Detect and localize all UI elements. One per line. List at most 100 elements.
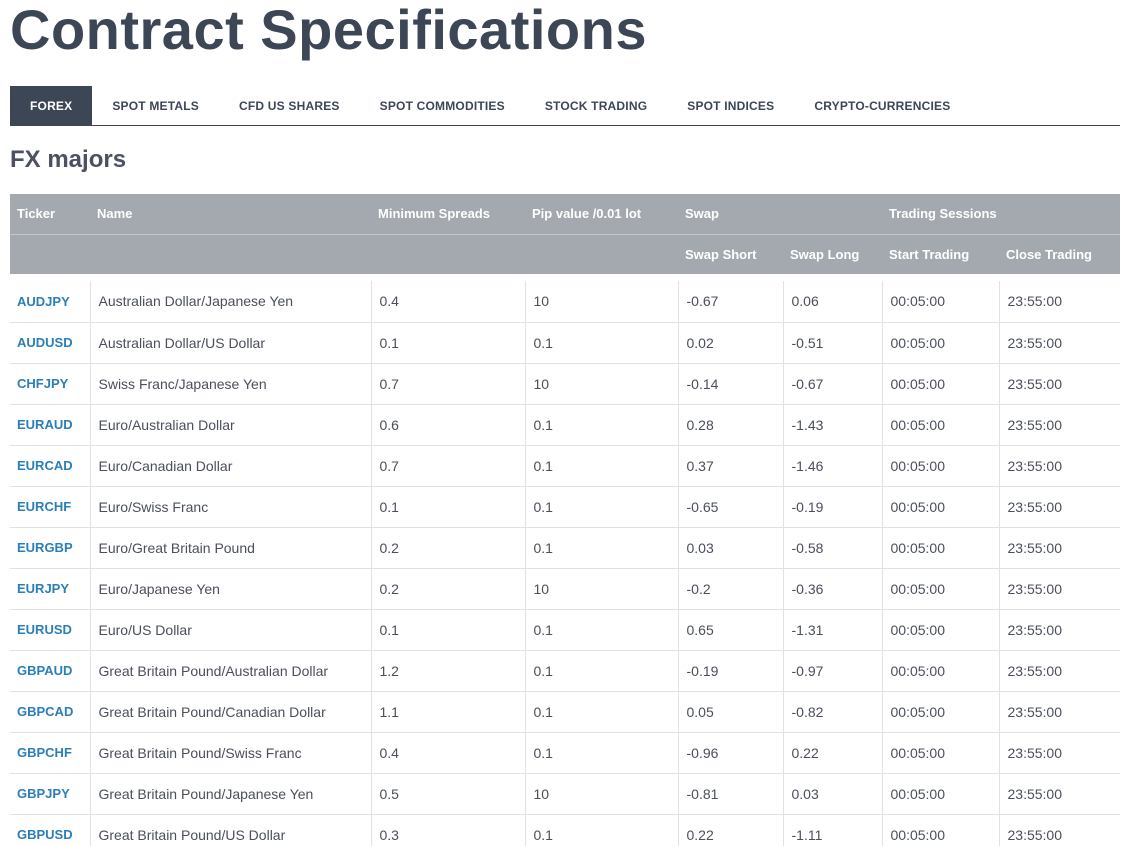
pip-value-cell: 0.1 [525,650,679,692]
ticker-link[interactable]: GBPJPY [10,773,91,815]
ticker-link[interactable]: EURUSD [10,609,91,651]
name-cell: Euro/Canadian Dollar [90,445,372,487]
name-cell: Great Britain Pound/Swiss Franc [90,732,372,774]
pip-value-cell: 0.1 [525,322,679,364]
name-cell: Australian Dollar/US Dollar [90,322,372,364]
close-trading-cell: 23:55:00 [999,732,1120,774]
tab-spot-commodities[interactable]: SPOT COMMODITIES [379,98,505,113]
table-row: AUDJPY Australian Dollar/Japanese Yen 0.4 1… [10,281,1120,323]
tab-spot-indices[interactable]: SPOT INDICES [687,98,775,113]
swap-long-cell: -0.19 [783,486,883,528]
ticker-link[interactable]: GBPUSD [10,814,91,846]
swap-long-cell: -0.82 [783,691,883,733]
swap-short-cell: -0.2 [678,568,784,610]
pip-value-cell: 0.1 [525,445,679,487]
ticker-link[interactable]: AUDUSD [10,322,91,364]
ticker-link[interactable]: CHFJPY [10,363,91,405]
min-spread-cell: 0.7 [371,445,526,487]
close-trading-cell: 23:55:00 [999,363,1120,405]
swap-long-cell: -0.51 [783,322,883,364]
close-trading-cell: 23:55:00 [999,650,1120,692]
header-trading-sessions: Trading Sessions [882,194,1120,235]
close-trading-cell: 23:55:00 [999,486,1120,528]
ticker-link[interactable]: EURAUD [10,404,91,446]
start-trading-cell: 00:05:00 [882,773,1000,815]
swap-short-cell: -0.67 [678,281,784,323]
name-cell: Australian Dollar/Japanese Yen [90,281,372,323]
table-row: CHFJPY Swiss Franc/Japanese Yen 0.7 10 -0.14… [10,363,1120,405]
name-cell: Great Britain Pound/Japanese Yen [90,773,372,815]
ticker-link[interactable]: GBPAUD [10,650,91,692]
contract-specs-table: Ticker Name Minimum Spreads Pip value /0… [10,194,1120,846]
min-spread-cell: 0.5 [371,773,526,815]
name-cell: Euro/Great Britain Pound [90,527,372,569]
tab-stock-trading[interactable]: STOCK TRADING [544,98,648,113]
min-spread-cell: 0.1 [371,609,526,651]
pip-value-cell: 0.1 [525,486,679,528]
header-name: Name [90,194,371,235]
min-spread-cell: 0.3 [371,814,526,846]
min-spread-cell: 0.1 [371,322,526,364]
close-trading-cell: 23:55:00 [999,527,1120,569]
start-trading-cell: 00:05:00 [882,486,1000,528]
close-trading-cell: 23:55:00 [999,404,1120,446]
section-title: FX majors [10,146,127,173]
swap-short-cell: -0.65 [678,486,784,528]
start-trading-cell: 00:05:00 [882,691,1000,733]
start-trading-cell: 00:05:00 [882,363,1000,405]
tab-cfd-us-shares[interactable]: CFD US SHARES [239,98,340,113]
swap-long-cell: 0.22 [783,732,883,774]
table-row: EURJPY Euro/Japanese Yen 0.2 10 -0.2 -0.36 00:… [10,568,1120,610]
pip-value-cell: 10 [525,363,679,405]
min-spread-cell: 0.6 [371,404,526,446]
swap-short-cell: 0.28 [678,404,784,446]
ticker-link[interactable]: GBPCHF [10,732,91,774]
header-swap-long: Swap Long [783,234,882,274]
close-trading-cell: 23:55:00 [999,814,1120,846]
close-trading-cell: 23:55:00 [999,322,1120,364]
swap-short-cell: 0.22 [678,814,784,846]
name-cell: Great Britain Pound/Australian Dollar [90,650,372,692]
swap-short-cell: 0.05 [678,691,784,733]
pip-value-cell: 10 [525,773,679,815]
ticker-link[interactable]: EURCHF [10,486,91,528]
min-spread-cell: 0.2 [371,527,526,569]
min-spread-cell: 0.4 [371,732,526,774]
swap-long-cell: -0.67 [783,363,883,405]
table-row: EURAUD Euro/Australian Dollar 0.6 0.1 0.28 -1… [10,404,1120,446]
ticker-link[interactable]: EURJPY [10,568,91,610]
swap-short-cell: -0.81 [678,773,784,815]
min-spread-cell: 1.2 [371,650,526,692]
min-spread-cell: 1.1 [371,691,526,733]
ticker-link[interactable]: EURCAD [10,445,91,487]
min-spread-cell: 0.2 [371,568,526,610]
tab-crypto-currencies[interactable]: CRYPTO-CURRENCIES [814,98,951,113]
close-trading-cell: 23:55:00 [999,445,1120,487]
start-trading-cell: 00:05:00 [882,281,1000,323]
name-cell: Euro/Australian Dollar [90,404,372,446]
tab-spot-metals[interactable]: SPOT METALS [112,98,199,113]
ticker-link[interactable]: GBPCAD [10,691,91,733]
header-empty [90,234,371,274]
close-trading-cell: 23:55:00 [999,568,1120,610]
start-trading-cell: 00:05:00 [882,568,1000,610]
swap-long-cell: -1.11 [783,814,883,846]
pip-value-cell: 0.1 [525,691,679,733]
pip-value-cell: 0.1 [525,609,679,651]
swap-short-cell: 0.02 [678,322,784,364]
table-row: EURGBP Euro/Great Britain Pound 0.2 0.1 0.03… [10,527,1120,569]
header-spacer [10,274,1120,281]
header-swap-short: Swap Short [678,234,783,274]
ticker-link[interactable]: EURGBP [10,527,91,569]
name-cell: Great Britain Pound/Canadian Dollar [90,691,372,733]
swap-short-cell: 0.65 [678,609,784,651]
header-min-spreads: Minimum Spreads [371,194,525,235]
close-trading-cell: 23:55:00 [999,281,1120,323]
close-trading-cell: 23:55:00 [999,691,1120,733]
name-cell: Euro/Swiss Franc [90,486,372,528]
tab-forex[interactable]: FOREX [10,86,93,125]
min-spread-cell: 0.1 [371,486,526,528]
table-row: AUDUSD Australian Dollar/US Dollar 0.1 0.1 0… [10,322,1120,364]
ticker-link[interactable]: AUDJPY [10,281,91,323]
name-cell: Swiss Franc/Japanese Yen [90,363,372,405]
